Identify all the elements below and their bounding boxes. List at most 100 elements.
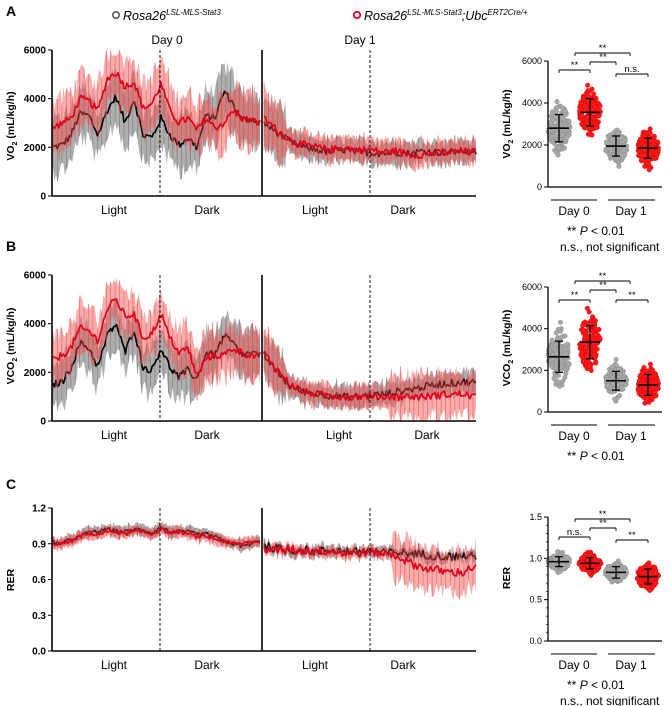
data-point xyxy=(549,337,555,343)
phase-label: Dark xyxy=(390,203,416,217)
y-tick-label: 6000 xyxy=(522,56,542,66)
data-point xyxy=(592,355,598,361)
summary-panel-3: 0.00.51.01.5n.s.******Day 0 Day 1** P < 0… xyxy=(529,509,662,706)
data-point xyxy=(593,360,599,366)
phase-label: Dark xyxy=(414,428,440,442)
legend-ctrl-marker xyxy=(112,11,121,20)
data-point xyxy=(597,336,603,342)
significance-label: ** xyxy=(599,518,607,529)
stat-note: ** P < 0.01 xyxy=(567,224,625,238)
data-point xyxy=(649,577,655,583)
series-line-ko-day1 xyxy=(263,115,477,160)
data-point xyxy=(590,336,596,342)
stat-note-part: < 0.01 xyxy=(588,224,625,238)
summary-y-axis-label-2: VCO2 (mL/kg/h) xyxy=(501,310,515,387)
data-point xyxy=(609,375,615,381)
y-tick-label: 0 xyxy=(537,407,542,417)
series-line-ko-day0 xyxy=(52,527,261,547)
data-point xyxy=(563,351,569,357)
data-point xyxy=(590,106,596,112)
legend-ctrl-name: Rosa26 xyxy=(123,9,166,23)
data-point xyxy=(563,366,569,372)
data-point xyxy=(617,393,623,399)
significance-label: ** xyxy=(571,60,579,71)
data-point xyxy=(584,567,590,573)
summary-y-axis-label-1-sub: 2 xyxy=(508,139,515,143)
data-point xyxy=(586,363,592,369)
data-point xyxy=(646,130,652,136)
y-axis-label-2-sub: 2 xyxy=(12,358,19,362)
data-point xyxy=(640,370,646,376)
significance-label: ** xyxy=(599,52,607,63)
data-point xyxy=(642,142,648,148)
significance-label: ** xyxy=(628,530,636,541)
category-label: Day 1 xyxy=(615,204,647,218)
data-point xyxy=(584,353,590,359)
phase-label: Light xyxy=(302,203,329,217)
data-point xyxy=(637,387,643,393)
data-point xyxy=(609,147,615,153)
series-line-ko-day1 xyxy=(263,350,477,402)
legend-ko-mid: ;Ubc xyxy=(462,9,488,23)
data-point xyxy=(580,327,586,333)
stat-note: n.s., not significant xyxy=(560,694,660,706)
day-label: Day 1 xyxy=(344,33,376,47)
data-point xyxy=(592,120,598,126)
data-point xyxy=(622,565,628,571)
legend-ko-name: Rosa26 xyxy=(364,9,407,23)
y-tick-label: 4000 xyxy=(522,98,542,108)
data-point xyxy=(550,345,556,351)
category-label: Day 1 xyxy=(615,658,647,672)
y-tick-label: 2000 xyxy=(522,140,542,150)
data-point xyxy=(579,121,585,127)
data-point xyxy=(612,396,618,402)
y-axis-label-3: RER xyxy=(5,568,17,591)
data-point xyxy=(650,385,656,391)
data-point xyxy=(589,86,595,92)
stat-note-part: ** xyxy=(567,678,580,692)
timecourse-panel-2: 0 2000 4000 6000 Light Dark Light Dark xyxy=(24,271,477,442)
data-point xyxy=(623,382,629,388)
data-point xyxy=(590,314,596,320)
data-point xyxy=(603,147,609,153)
stat-note: n.s., not significant xyxy=(560,240,660,254)
data-point xyxy=(549,134,555,140)
data-point xyxy=(562,108,568,114)
panel-letter-c: C xyxy=(6,476,16,492)
data-point xyxy=(563,134,569,140)
data-point xyxy=(594,327,600,333)
data-point xyxy=(583,345,589,351)
category-label: Day 0 xyxy=(558,204,590,218)
category-label: Day 0 xyxy=(558,658,590,672)
y-tick-label: 4000 xyxy=(522,324,542,334)
data-point xyxy=(559,364,565,370)
data-point xyxy=(652,580,658,586)
legend: Rosa26LSL-MLS-Stat3 Rosa26LSL-MLS-Stat3;U… xyxy=(112,8,528,23)
data-point xyxy=(559,140,565,146)
y-tick-label: 0 xyxy=(537,182,542,192)
y-tick-label: 6000 xyxy=(24,271,47,282)
legend-ko-marker xyxy=(352,10,362,20)
data-point xyxy=(552,141,558,147)
data-point xyxy=(655,147,661,153)
phase-label: Light xyxy=(302,658,329,672)
summary-y-axis-label-1-unit: (mL/kg/h) xyxy=(501,89,513,139)
phase-label: Light xyxy=(101,658,128,672)
significance-label: ** xyxy=(599,271,607,282)
data-point xyxy=(580,95,586,101)
summary-y-axis-label-3: RER xyxy=(501,566,513,589)
data-point xyxy=(562,145,568,151)
y-tick-label: 0.0 xyxy=(529,636,542,646)
legend-ctrl-sup: LSL-MLS-Stat3 xyxy=(166,8,221,17)
data-point xyxy=(616,163,622,169)
data-point xyxy=(619,135,625,141)
y-tick-label: 6000 xyxy=(522,282,542,292)
data-point xyxy=(642,163,648,169)
data-point xyxy=(585,92,591,98)
data-point xyxy=(558,319,564,325)
data-point xyxy=(613,362,619,368)
legend-ko-label: Rosa26LSL-MLS-Stat3;UbcERT2Cre/+ xyxy=(364,8,528,23)
data-point xyxy=(546,348,552,354)
